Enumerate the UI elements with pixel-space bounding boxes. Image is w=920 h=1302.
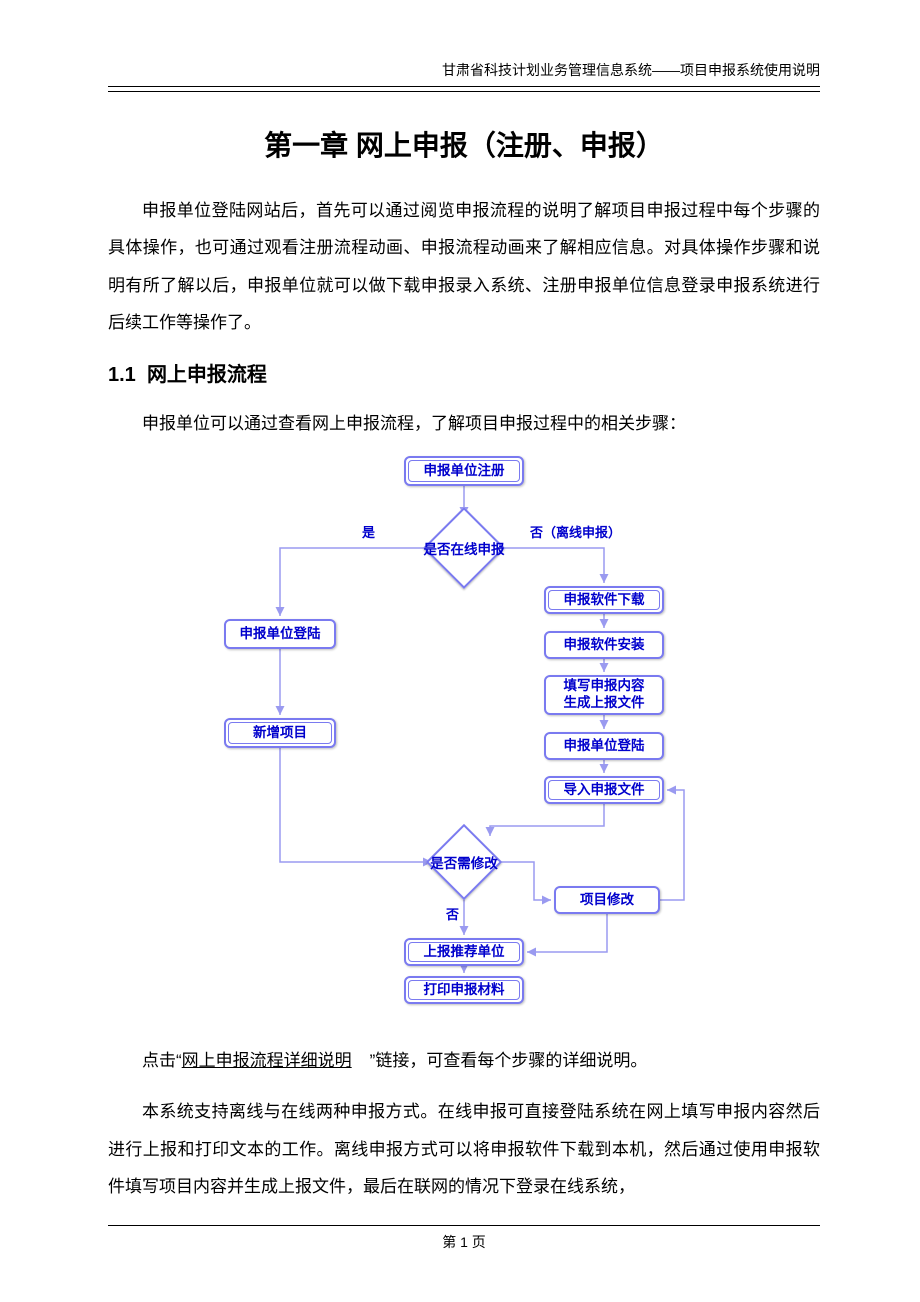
node-download: 申报软件下载 (544, 586, 664, 614)
node-install: 申报软件安装 (544, 631, 664, 659)
edge-label-no2: 否 (446, 904, 459, 923)
node-login-right: 申报单位登陆 (544, 732, 664, 760)
node-import: 导入申报文件 (544, 776, 664, 804)
link-paragraph: 点击“网上申报流程详细说明”链接，可查看每个步骤的详细说明。 (108, 1042, 820, 1079)
node-new-project: 新增项目 (224, 718, 336, 748)
intro-paragraph: 申报单位登陆网站后，首先可以通过阅览申报流程的说明了解项目申报过程中每个步骤的具… (108, 192, 820, 342)
page-header: 甘肃省科技计划业务管理信息系统——项目申报系统使用说明 (108, 60, 820, 87)
node-fill: 填写申报内容 生成上报文件 (544, 675, 664, 715)
flowchart: 申报单位注册 是否在线申报 申报单位登陆 新增项目 申报软件下载 申报软件安装 … (214, 456, 714, 1018)
node-submit: 上报推荐单位 (404, 938, 524, 966)
link-suffix: ”链接，可查看每个步骤的详细说明。 (370, 1051, 648, 1070)
header-rule (108, 91, 820, 92)
section-intro-paragraph: 申报单位可以通过查看网上申报流程，了解项目申报过程中的相关步骤： (108, 405, 820, 442)
edge-label-no: 否（离线申报） (530, 522, 621, 541)
node-login-left: 申报单位登陆 (224, 619, 336, 649)
edge-label-yes: 是 (362, 522, 375, 541)
link-prefix: 点击“ (142, 1051, 182, 1070)
section-heading: 1.1 网上申报流程 (108, 358, 820, 387)
node-decision-modify (426, 824, 502, 900)
closing-paragraph: 本系统支持离线与在线两种申报方式。在线申报可直接登陆系统在网上填写申报内容然后进… (108, 1093, 820, 1205)
node-register: 申报单位注册 (404, 456, 524, 486)
page-footer: 第 1 页 (108, 1225, 820, 1252)
section-title: 网上申报流程 (147, 364, 267, 386)
node-decision-online (423, 507, 505, 589)
detail-link[interactable]: 网上申报流程详细说明 (182, 1051, 370, 1070)
chapter-title: 第一章 网上申报（注册、申报） (108, 124, 820, 164)
node-modify: 项目修改 (554, 886, 660, 914)
node-print: 打印申报材料 (404, 976, 524, 1004)
section-number: 1.1 (108, 364, 136, 386)
